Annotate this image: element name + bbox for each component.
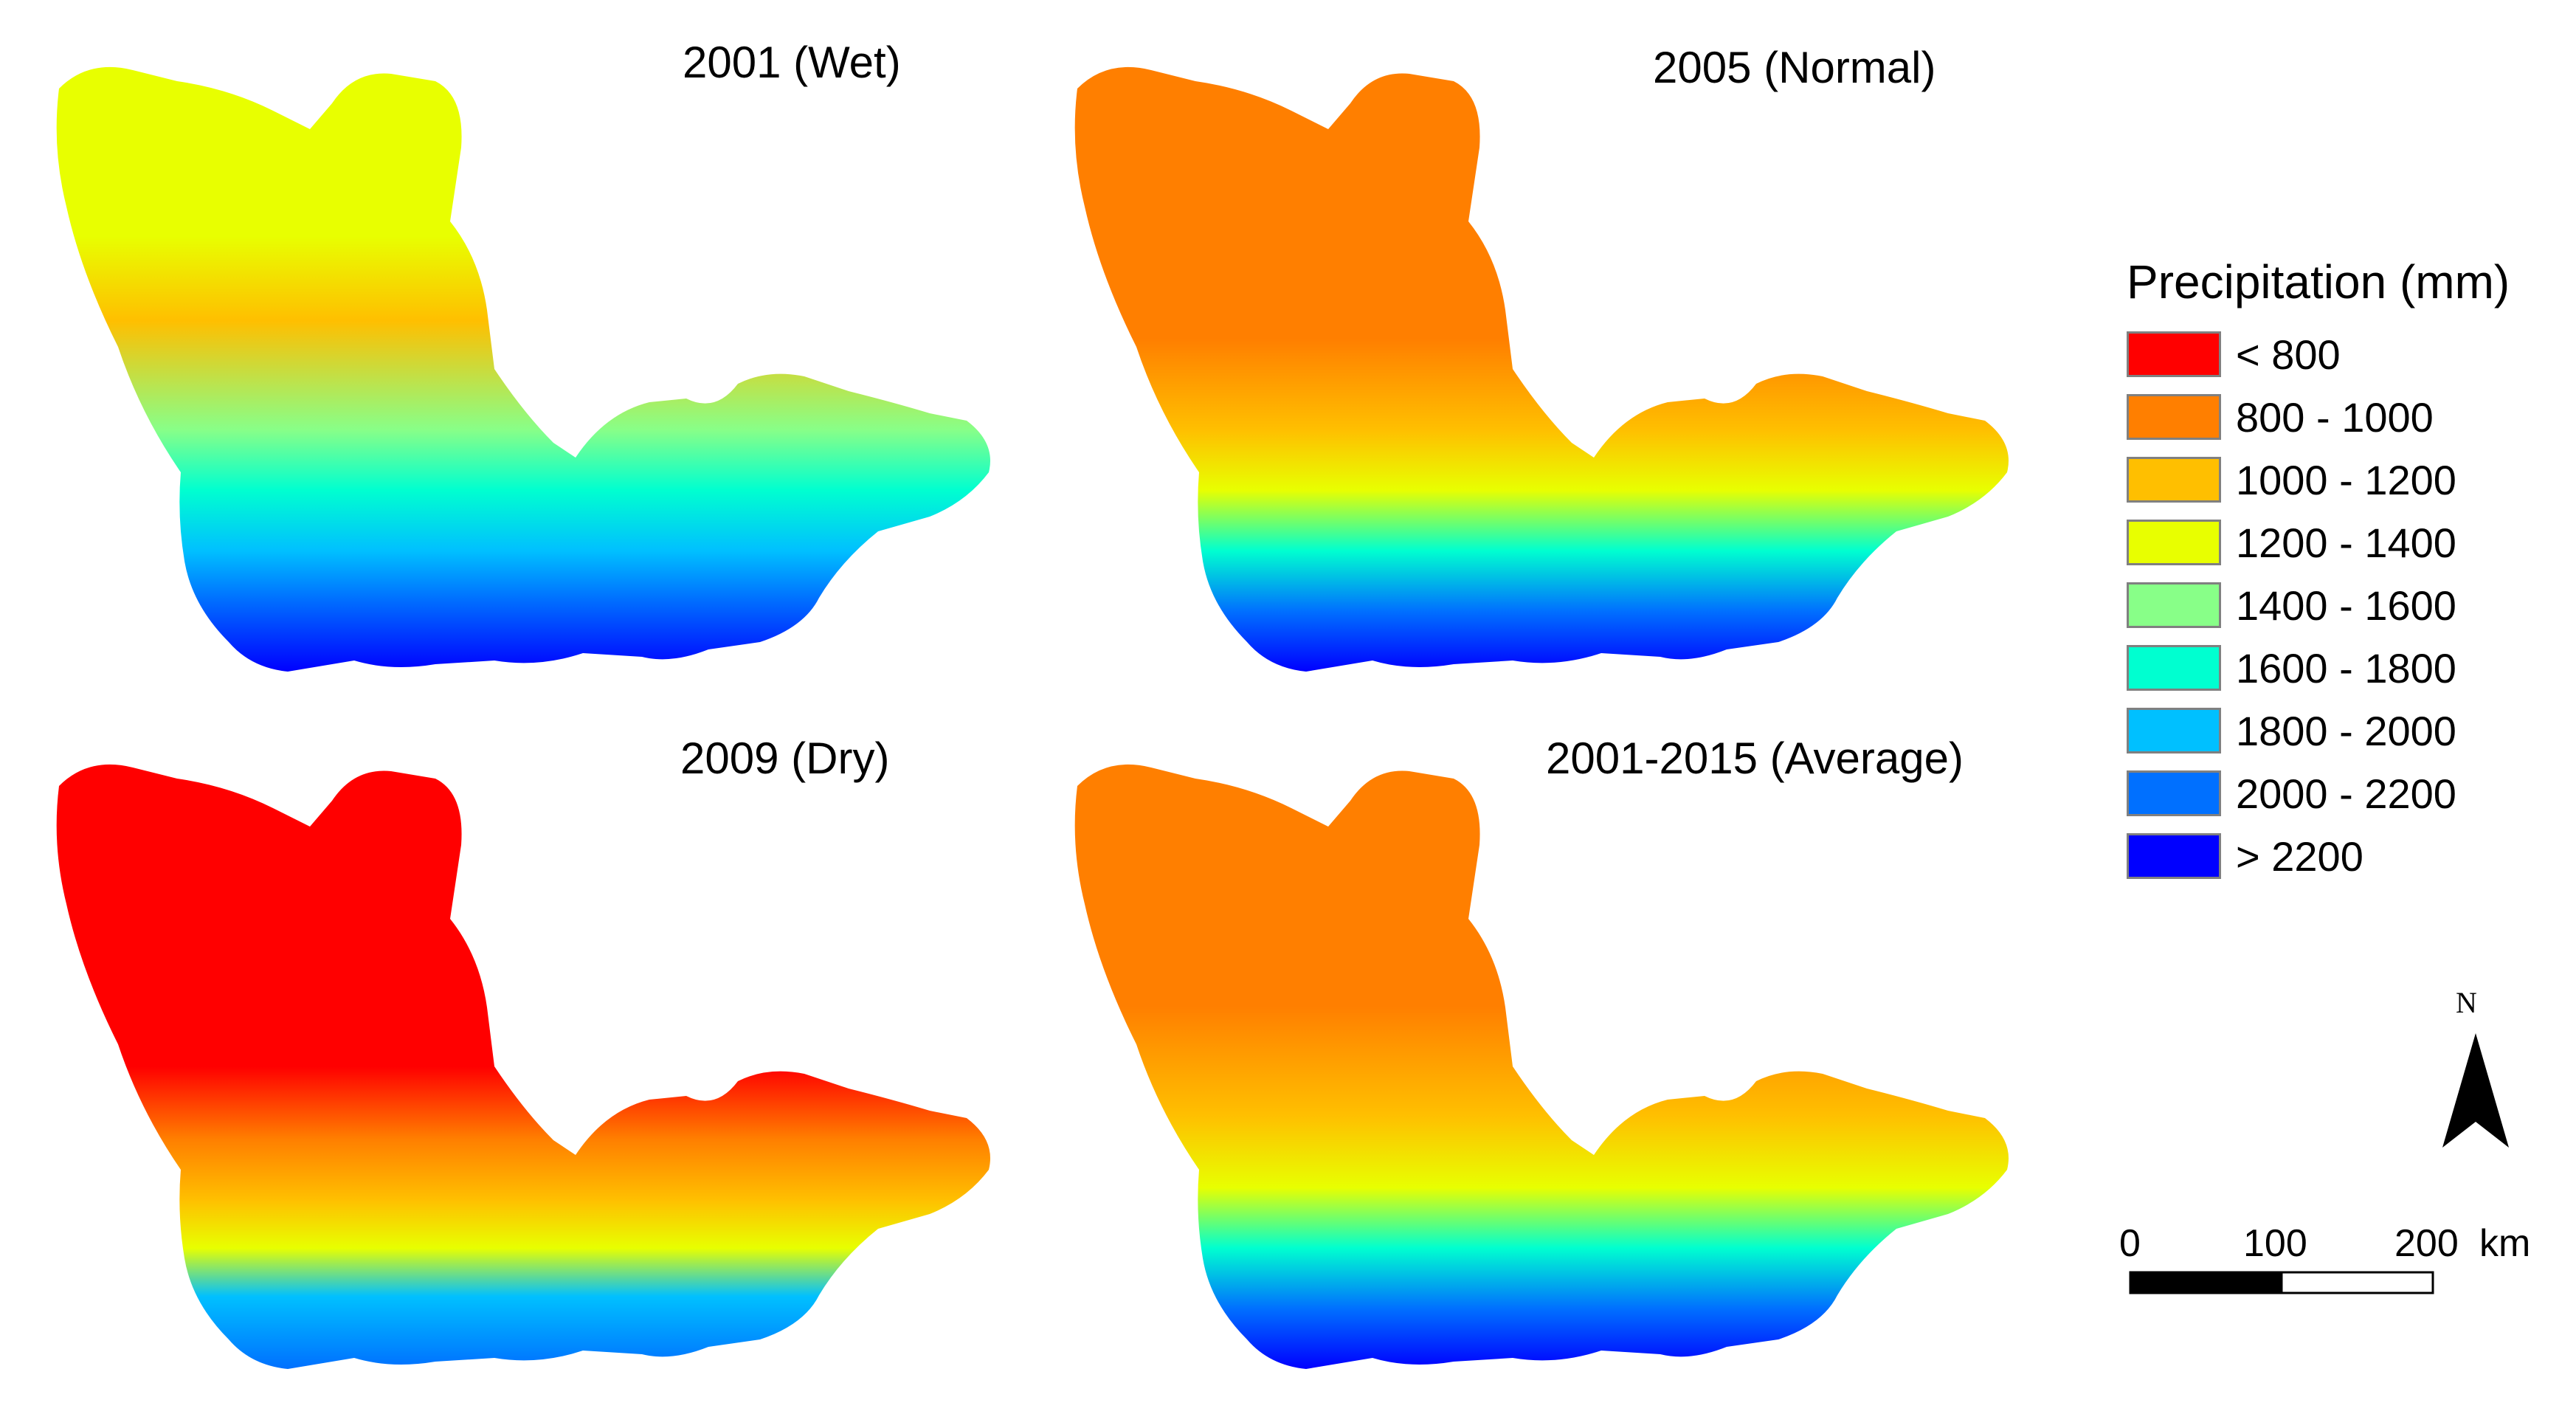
scale-label-0: 0	[2119, 1222, 2141, 1265]
scale-bar	[2129, 1271, 2434, 1294]
legend-label: 1800 - 2000	[2236, 707, 2456, 754]
legend-item: < 800	[2127, 328, 2341, 380]
legend-item: 1200 - 1400	[2127, 517, 2456, 568]
map-2001-wet	[56, 66, 991, 672]
legend-swatch	[2127, 770, 2221, 816]
legend-swatch	[2127, 582, 2221, 628]
scale-label-200: 200	[2394, 1222, 2459, 1265]
legend-item: 1800 - 2000	[2127, 705, 2456, 756]
legend-item: 2000 - 2200	[2127, 768, 2456, 819]
map-2005-normal	[1074, 66, 2009, 672]
legend-swatch	[2127, 708, 2221, 753]
legend-item: 800 - 1000	[2127, 391, 2434, 443]
panel-title-2009: 2009 (Dry)	[680, 734, 890, 783]
north-arrow-icon	[2442, 1033, 2509, 1148]
panel-title-2005: 2005 (Normal)	[1653, 43, 1936, 92]
legend-label: 800 - 1000	[2236, 393, 2434, 441]
panel-title-average: 2001-2015 (Average)	[1546, 734, 1964, 783]
legend-swatch	[2127, 394, 2221, 440]
scale-label-100: 100	[2243, 1222, 2307, 1265]
map-2009-dry	[56, 764, 991, 1369]
scale-unit: km	[2479, 1222, 2531, 1265]
legend-item: 1400 - 1600	[2127, 579, 2456, 631]
legend-swatch	[2127, 833, 2221, 879]
legend-title: Precipitation (mm)	[2127, 255, 2510, 308]
panel-title-2001: 2001 (Wet)	[683, 38, 901, 87]
legend-label: 2000 - 2200	[2236, 770, 2456, 817]
legend-label: 1600 - 1800	[2236, 644, 2456, 692]
north-label: N	[2456, 986, 2477, 1019]
legend-swatch	[2127, 520, 2221, 565]
legend-item: 1000 - 1200	[2127, 454, 2456, 506]
legend-swatch	[2127, 457, 2221, 503]
legend-item: 1600 - 1800	[2127, 642, 2456, 694]
legend-label: 1400 - 1600	[2236, 582, 2456, 629]
legend-label: 1000 - 1200	[2236, 456, 2456, 503]
legend-swatch	[2127, 331, 2221, 377]
legend-label: 1200 - 1400	[2236, 519, 2456, 566]
legend-label: > 2200	[2236, 832, 2363, 880]
map-2001-2015-average	[1074, 764, 2009, 1369]
legend-swatch	[2127, 645, 2221, 691]
legend-label: < 800	[2236, 331, 2341, 378]
legend-item: > 2200	[2127, 830, 2363, 882]
